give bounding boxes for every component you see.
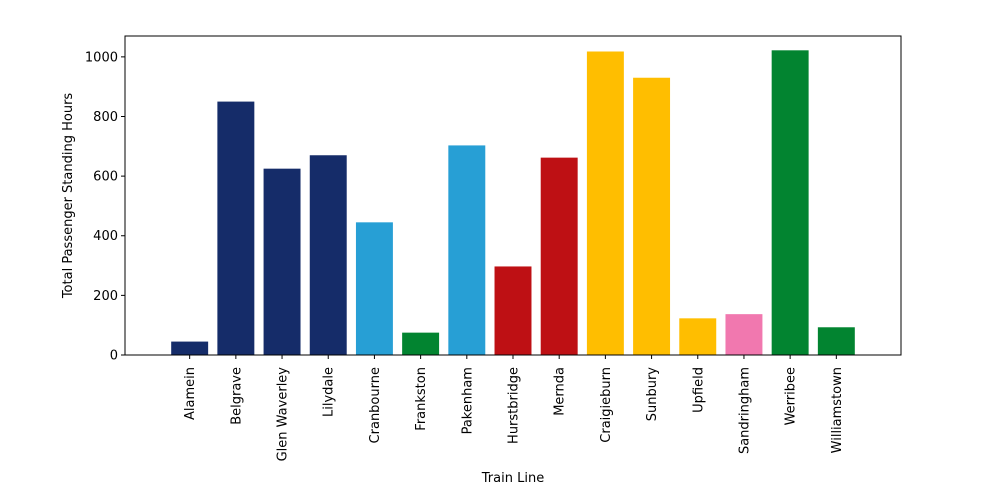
bar-lilydale [309, 155, 347, 355]
bar-craigieburn [586, 51, 624, 355]
bars-layer [171, 50, 855, 356]
bar-cranbourne [355, 222, 393, 355]
y-tick-label: 0 [110, 349, 118, 364]
bar-mernda [540, 157, 578, 355]
y-tick-label: 800 [93, 110, 118, 125]
x-tick-label: Mernda [553, 367, 568, 416]
y-tick-label: 1000 [85, 50, 118, 65]
x-tick-label: Williamstown [830, 367, 845, 453]
y-tick-label: 200 [93, 289, 118, 304]
y-tick-label: 400 [93, 229, 118, 244]
y-axis: 0 200 400 600 800 1000 [85, 50, 125, 364]
bar-sandringham [725, 314, 763, 355]
bar-hurstbridge [494, 266, 532, 355]
bar-belgrave [217, 101, 255, 356]
x-tick-label: Cranbourne [368, 367, 383, 443]
bar-williamstown [817, 327, 855, 355]
bar-werribee [771, 50, 809, 356]
bar-sunbury [633, 77, 671, 356]
bar-frankston [402, 332, 440, 355]
x-tick-label: Werribee [784, 367, 799, 425]
y-axis-label: Total Passenger Standing Hours [61, 93, 76, 300]
x-tick-label: Hurstbridge [507, 367, 522, 444]
x-tick-label: Alamein [183, 367, 198, 420]
x-tick-label: Sandringham [737, 367, 752, 454]
x-tick-label: Belgrave [229, 367, 244, 425]
x-tick-label: Lilydale [322, 367, 337, 417]
bar-alamein [171, 341, 209, 355]
plot-frame [124, 35, 902, 356]
x-tick-label: Frankston [414, 367, 429, 431]
x-tick-label: Sunbury [645, 367, 660, 422]
bar-glen-waverley [263, 168, 301, 355]
x-tick-label: Craigieburn [599, 367, 614, 443]
x-tick-label: Pakenham [460, 367, 475, 434]
x-tick-label: Glen Waverley [276, 367, 291, 462]
x-axis: Alamein Belgrave Glen Waverley Lilydale Cran… [183, 355, 845, 461]
bar-pakenham [448, 145, 486, 355]
x-tick-label: Upfield [691, 367, 706, 413]
x-axis-label: Train Line [481, 471, 544, 486]
y-tick-label: 600 [93, 170, 118, 185]
bar-upfield [679, 318, 717, 355]
